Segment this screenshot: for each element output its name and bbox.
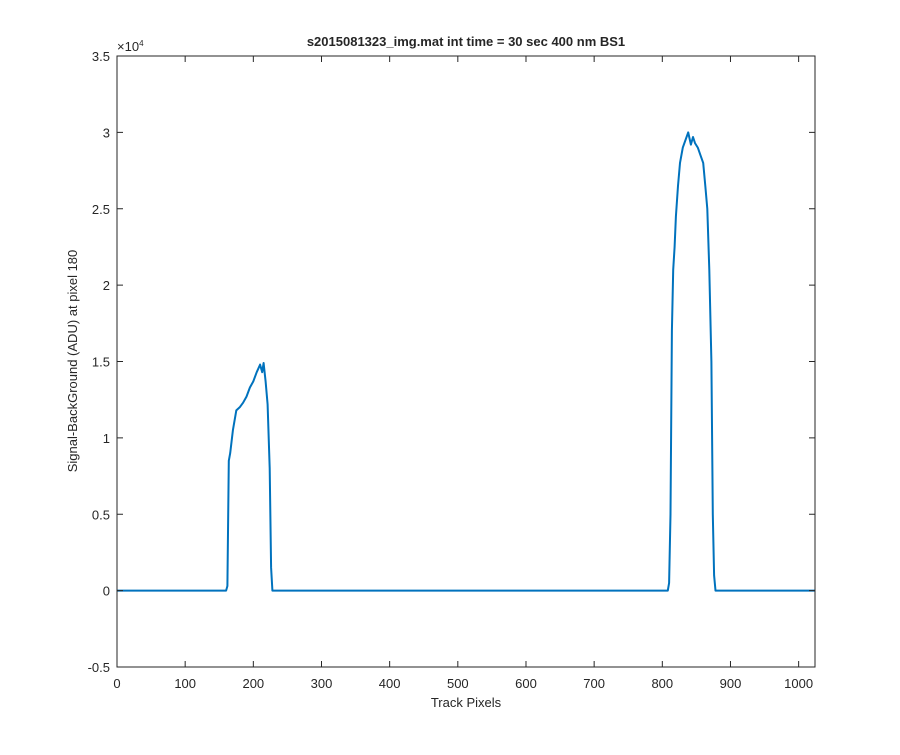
chart-title: s2015081323_img.mat int time = 30 sec 40… <box>307 34 625 49</box>
x-tick-label: 400 <box>379 676 401 691</box>
y-tick-label: 3 <box>103 125 110 140</box>
y-axis-label: Signal-BackGround (ADU) at pixel 180 <box>65 250 80 473</box>
x-tick-label: 300 <box>311 676 333 691</box>
y-exponent-base: ×10 <box>117 39 139 54</box>
y-exponent-power: 4 <box>139 39 144 48</box>
y-tick-label: 2.5 <box>92 202 110 217</box>
plot-area <box>117 56 815 667</box>
y-exponent-label: ×104 <box>117 39 144 54</box>
series-line <box>117 131 815 592</box>
y-tick-label: 3.5 <box>92 49 110 64</box>
x-tick-label: 100 <box>174 676 196 691</box>
x-axis: 0 100 200 300 400 500 600 700 800 900 1000 <box>113 56 813 691</box>
x-tick-label: 1000 <box>784 676 813 691</box>
plot-lines <box>117 131 815 592</box>
x-axis-label: Track Pixels <box>431 695 502 710</box>
x-tick-label: 800 <box>651 676 673 691</box>
x-tick-label: 900 <box>720 676 742 691</box>
y-tick-label: 2 <box>103 278 110 293</box>
y-axis: -0.5 0 0.5 1 1.5 2 2.5 3 3.5 <box>88 49 815 675</box>
y-tick-label: -0.5 <box>88 660 110 675</box>
x-tick-label: 700 <box>583 676 605 691</box>
y-tick-label: 0.5 <box>92 507 110 522</box>
x-tick-label: 0 <box>113 676 120 691</box>
y-tick-label: 1 <box>103 431 110 446</box>
y-tick-label: 1.5 <box>92 355 110 370</box>
x-tick-label: 600 <box>515 676 537 691</box>
y-tick-label: 0 <box>103 584 110 599</box>
x-tick-label: 200 <box>242 676 264 691</box>
x-tick-label: 500 <box>447 676 469 691</box>
